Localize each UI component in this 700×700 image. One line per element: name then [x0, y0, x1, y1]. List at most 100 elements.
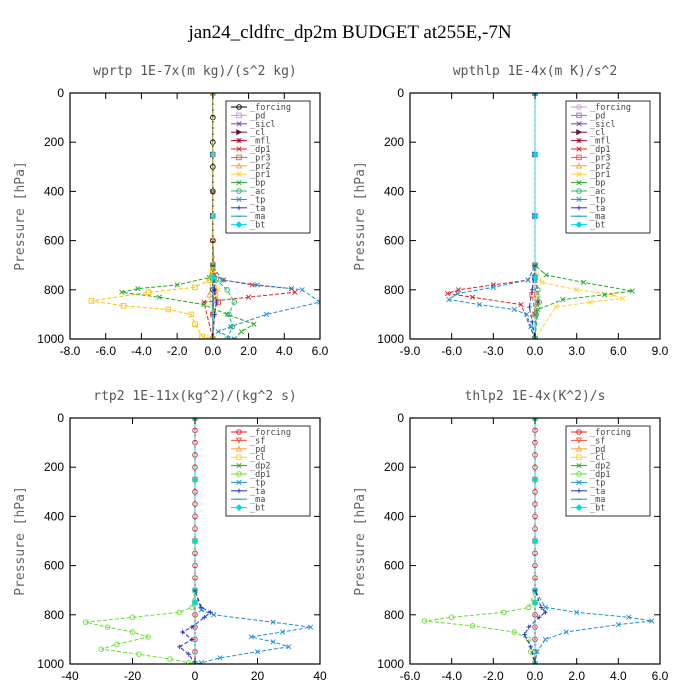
y-tick-label: 0 [57, 86, 64, 100]
panel-title: thlp2 1E-4x(K^2)/s [465, 389, 606, 404]
legend-entry-pr1: _pr1 [250, 170, 270, 180]
data-point [214, 299, 219, 305]
data-point [610, 292, 616, 298]
x-tick-label: -6.0 [95, 344, 116, 358]
legend: _forcing_sf_pd_cl_dp2_dp1_tp_ta_ma_bt [225, 425, 311, 517]
legend-swatch-marker [235, 437, 243, 444]
y-tick-label: 800 [44, 283, 64, 297]
data-point [529, 319, 535, 325]
x-tick-label: 0.0 [527, 344, 544, 358]
legend-swatch-marker [576, 154, 582, 161]
data-point [189, 624, 195, 630]
legend-swatch-marker [235, 445, 243, 452]
data-point [226, 311, 232, 318]
data-point [649, 618, 655, 624]
data-point [192, 501, 198, 507]
legend-entry-ta: _ta [250, 487, 265, 497]
series-group [82, 418, 314, 664]
plot-frame [69, 92, 321, 340]
data-point [535, 287, 541, 293]
data-point [212, 312, 217, 317]
legend-swatch-marker [236, 429, 242, 435]
data-point [202, 614, 207, 620]
legend-entry-bt: _bt [590, 221, 605, 231]
legend-entry-dp2: _dp2 [590, 462, 610, 472]
x-tick-label: 9.0 [652, 344, 669, 358]
y-tick-label: 1000 [377, 657, 404, 671]
legend-entry-dp2: _dp2 [250, 462, 270, 472]
data-point [174, 282, 180, 288]
series-line [424, 418, 536, 664]
legend-swatch-marker [576, 462, 582, 469]
legend-swatch-marker [576, 146, 582, 152]
data-point [129, 629, 136, 635]
legend-swatch-marker [575, 221, 583, 229]
legend-swatch-marker [236, 196, 242, 203]
data-point [135, 285, 141, 292]
data-point [249, 282, 255, 288]
x-tick-label: -4.0 [441, 669, 462, 683]
legend-swatch-marker [236, 488, 242, 494]
legend-entry-forcing: _forcing [590, 428, 631, 438]
legend-entry-cl: _cl [590, 453, 605, 463]
legend-entry-tp: _tp [590, 478, 605, 488]
data-point [476, 301, 483, 308]
y-tick-label: 200 [384, 460, 404, 474]
legend-entry-sicl: _sicl [590, 120, 616, 130]
data-point [208, 610, 213, 615]
y-tick-label: 800 [384, 608, 404, 622]
x-tick-label: 2.0 [568, 669, 585, 683]
data-point [511, 629, 517, 635]
data-point [529, 287, 535, 293]
data-point [224, 287, 230, 293]
data-point [531, 476, 539, 483]
data-point [469, 294, 476, 300]
series-line [194, 418, 311, 664]
legend-entry-ac: _ac [590, 187, 605, 197]
data-point [536, 614, 542, 620]
x-tick-label: 0 [192, 669, 199, 683]
y-tick-label: 200 [44, 135, 64, 149]
legend-entry-dp1: _dp1 [250, 470, 270, 480]
data-point [248, 634, 254, 640]
data-point [553, 304, 559, 310]
x-tick-label: -2.0 [167, 344, 188, 358]
data-point [534, 291, 541, 298]
data-point [528, 644, 534, 650]
y-tick-label: 600 [44, 559, 64, 573]
data-point [448, 614, 455, 621]
data-point [220, 277, 227, 283]
legend-swatch-marker [576, 121, 582, 127]
data-point [251, 321, 257, 327]
data-point [201, 301, 207, 308]
data-point [224, 311, 230, 318]
legend-swatch-marker [576, 104, 582, 110]
data-point [180, 629, 185, 635]
data-point [299, 287, 305, 293]
data-point [191, 476, 199, 483]
legend-swatch-marker [236, 121, 242, 127]
data-point [580, 279, 587, 286]
x-tick-label: -9.0 [400, 344, 421, 358]
legend-swatch-marker [236, 454, 242, 460]
data-point [522, 632, 527, 637]
data-point [469, 623, 476, 629]
data-point [533, 311, 540, 318]
data-point [212, 287, 217, 293]
legend-entry-tp: _tp [250, 195, 265, 205]
legend-entry-bp: _bp [250, 179, 265, 189]
data-point [528, 324, 534, 330]
data-point [531, 599, 539, 606]
y-tick-label: 200 [384, 135, 404, 149]
data-point [525, 277, 531, 283]
data-point [629, 288, 635, 294]
data-point [186, 660, 192, 664]
legend-swatch-marker [236, 154, 242, 161]
legend-entry-cl: _cl [250, 128, 265, 138]
x-tick-label: 0.0 [527, 669, 544, 683]
data-point [189, 637, 195, 642]
data-point [215, 287, 221, 293]
legend-entry-ta: _ta [590, 487, 605, 497]
x-tick-label: 3.0 [568, 344, 585, 358]
